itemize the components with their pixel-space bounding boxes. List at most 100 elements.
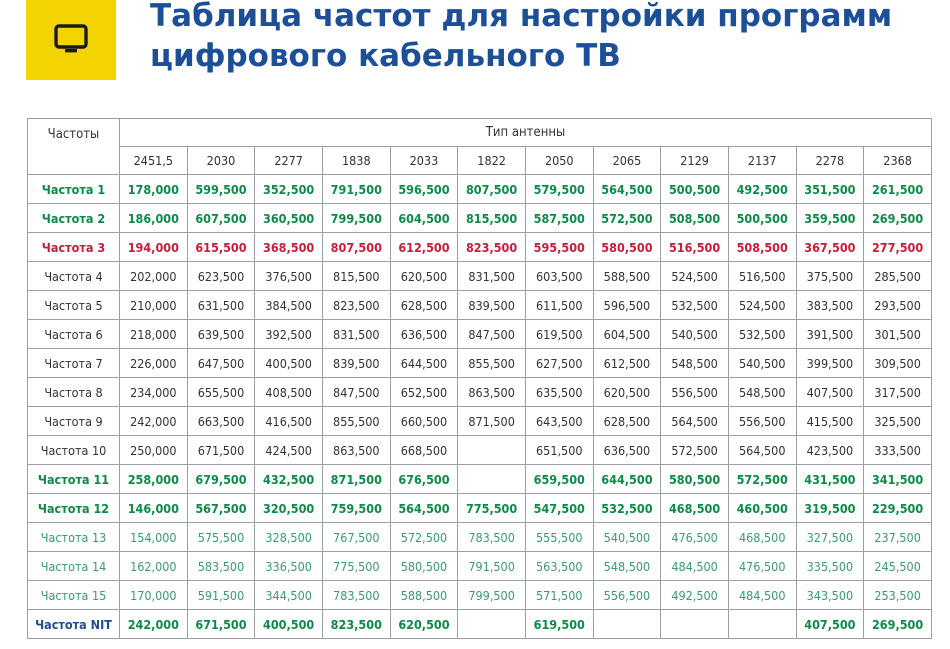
- frequency-cell: 831,500: [457, 261, 526, 291]
- frequency-cell: 261,500: [863, 174, 932, 204]
- frequency-cell: 170,000: [119, 580, 188, 610]
- frequency-cell: [660, 609, 729, 639]
- frequency-cell: 524,500: [727, 290, 797, 320]
- frequency-table: Частоты Тип антенны 2451,5 2030 2277 1838 20…: [27, 118, 932, 639]
- frequency-cell: 352,500: [254, 174, 323, 204]
- table-row: Частота 13 154,000 575,500 328,500 767,500 57…: [27, 522, 932, 552]
- frequency-cell: 572,500: [592, 203, 662, 233]
- frequency-cell: 631,500: [186, 290, 256, 320]
- frequency-cell: 628,500: [592, 406, 662, 436]
- frequency-cell: 863,500: [457, 377, 526, 407]
- frequency-cell: 799,500: [321, 203, 391, 233]
- frequency-cell: 293,500: [863, 290, 932, 320]
- frequency-cell: 384,500: [254, 290, 323, 320]
- antenna-types-row: 2451,5 2030 2277 1838 2033 1822 2050 2065 2129 21…: [28, 146, 932, 175]
- frequency-cell: 871,500: [321, 464, 391, 494]
- frequency-cell: 333,500: [863, 435, 932, 465]
- frequency-cell: 360,500: [254, 203, 323, 233]
- frequency-cell: 556,500: [727, 406, 797, 436]
- frequency-cell: 468,500: [727, 522, 797, 552]
- frequency-cell: 767,500: [321, 522, 391, 552]
- table-row: Частота 14 162,000 583,500 336,500 775,500 58…: [27, 551, 932, 581]
- frequency-cell: 580,500: [389, 551, 459, 581]
- frequency-cell: 399,500: [795, 348, 865, 378]
- row-label: Частота 10: [27, 435, 120, 465]
- frequency-cell: 628,500: [389, 290, 459, 320]
- table-row: Частота 11 258,000 679,500 432,500 871,500 67…: [27, 464, 932, 494]
- frequency-cell: 407,500: [795, 377, 865, 407]
- row-label: Частота 9: [27, 406, 120, 436]
- frequency-cell: 383,500: [795, 290, 865, 320]
- frequency-cell: 627,500: [524, 348, 594, 378]
- frequency-cell: 863,500: [321, 435, 391, 465]
- frequency-cell: 659,500: [524, 464, 594, 494]
- frequency-cell: 146,000: [119, 493, 188, 523]
- frequency-cell: 564,500: [592, 174, 662, 204]
- frequency-cell: 154,000: [119, 522, 188, 552]
- frequency-cell: 186,000: [119, 203, 188, 233]
- row-label: Частота 6: [27, 319, 120, 349]
- frequency-cell: 548,500: [727, 377, 797, 407]
- frequency-cell: 423,500: [795, 435, 865, 465]
- row-label: Частота 8: [27, 377, 120, 407]
- frequency-cell: 516,500: [660, 232, 729, 262]
- frequency-cell: 636,500: [592, 435, 662, 465]
- frequency-cell: 460,500: [727, 493, 797, 523]
- logo: [26, 0, 116, 80]
- frequency-cell: 671,500: [186, 435, 256, 465]
- frequency-cell: 408,500: [254, 377, 323, 407]
- frequency-cell: 407,500: [795, 609, 865, 639]
- antenna-type-header-cell: 2129: [660, 146, 729, 175]
- table-row: Частота 5 210,000 631,500 384,500 823,500 628…: [27, 290, 932, 320]
- frequency-cell: 376,500: [254, 261, 323, 291]
- row-label: Частота 14: [27, 551, 120, 581]
- frequency-cell: 548,500: [592, 551, 662, 581]
- frequency-cell: 234,000: [119, 377, 188, 407]
- frequency-cell: 815,500: [457, 203, 526, 233]
- frequency-cell: 202,000: [119, 261, 188, 291]
- frequency-cell: 623,500: [186, 261, 256, 291]
- frequency-cell: 327,500: [795, 522, 865, 552]
- antenna-type-header-cell: 2033: [389, 146, 459, 175]
- frequency-cell: 336,500: [254, 551, 323, 581]
- frequency-cell: 564,500: [727, 435, 797, 465]
- frequency-cell: 847,500: [321, 377, 391, 407]
- frequency-cell: 253,500: [863, 580, 932, 610]
- row-label: Частота 5: [27, 290, 120, 320]
- frequency-cell: 599,500: [186, 174, 256, 204]
- table-row: Частота 3 194,000 615,500 368,500 807,500 612…: [27, 232, 932, 262]
- frequency-cell: 237,500: [863, 522, 932, 552]
- row-label: Частота 15: [27, 580, 120, 610]
- frequency-cell: 540,500: [592, 522, 662, 552]
- frequency-cell: 839,500: [457, 290, 526, 320]
- row-label: Частота 12: [27, 493, 120, 523]
- frequency-cell: 647,500: [186, 348, 256, 378]
- frequency-cell: 563,500: [524, 551, 594, 581]
- frequency-cell: 400,500: [254, 348, 323, 378]
- frequency-cell: 620,500: [389, 261, 459, 291]
- frequency-cell: 580,500: [592, 232, 662, 262]
- frequency-cell: [592, 609, 662, 639]
- frequency-cell: 612,500: [592, 348, 662, 378]
- row-label: Частота 3: [27, 232, 120, 262]
- title-line-1: Таблица частот для настройки программ: [150, 0, 893, 34]
- frequency-cell: 277,500: [863, 232, 932, 262]
- frequency-cell: 619,500: [524, 319, 594, 349]
- frequency-cell: 655,500: [186, 377, 256, 407]
- page-title: Таблица частот для настройки программ ци…: [150, 0, 940, 76]
- frequency-cell: 317,500: [863, 377, 932, 407]
- frequency-cell: 343,500: [795, 580, 865, 610]
- frequency-cell: 871,500: [457, 406, 526, 436]
- frequency-cell: 484,500: [660, 551, 729, 581]
- table-row: Частота 12 146,000 567,500 320,500 759,500 56…: [27, 493, 932, 523]
- frequency-cell: 532,500: [660, 290, 729, 320]
- frequency-cell: 301,500: [863, 319, 932, 349]
- frequency-cell: 668,500: [389, 435, 459, 465]
- frequency-cell: [727, 609, 797, 639]
- frequency-cell: 320,500: [254, 493, 323, 523]
- frequency-cell: 540,500: [660, 319, 729, 349]
- table-row: Частота 7 226,000 647,500 400,500 839,500 644…: [27, 348, 932, 378]
- row-label: Частота NIT: [27, 609, 120, 639]
- frequency-cell: 424,500: [254, 435, 323, 465]
- frequency-cell: 855,500: [321, 406, 391, 436]
